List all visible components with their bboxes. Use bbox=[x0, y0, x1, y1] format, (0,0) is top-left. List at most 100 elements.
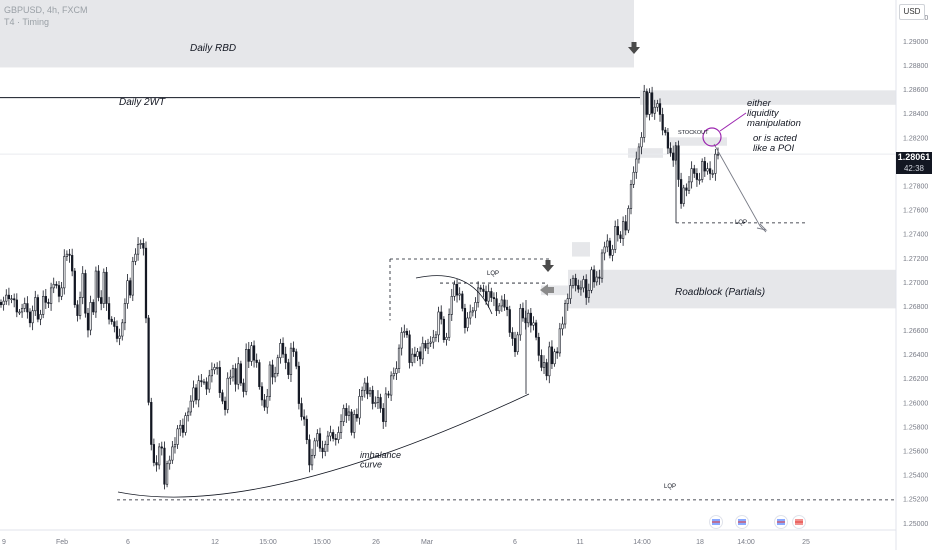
candle-body bbox=[614, 226, 617, 250]
candle-body bbox=[487, 291, 490, 302]
candle-body bbox=[353, 414, 356, 433]
chart-header: GBPUSD, 4h, FXCM T4 · Timing bbox=[4, 4, 88, 28]
zone-roadblock bbox=[568, 269, 896, 309]
candle-body bbox=[453, 283, 456, 297]
candle-body bbox=[690, 168, 693, 183]
label-roadblock: Roadblock (Partials) bbox=[675, 287, 765, 298]
candle-body bbox=[258, 362, 261, 387]
x-tick-label: 25 bbox=[802, 539, 810, 546]
candle-body bbox=[561, 323, 564, 330]
candle-body bbox=[666, 132, 670, 149]
candle-body bbox=[118, 335, 121, 339]
candle-body bbox=[579, 287, 583, 290]
candle-body bbox=[492, 297, 496, 300]
candle-body bbox=[152, 444, 156, 463]
candle-body bbox=[223, 400, 227, 410]
liquidity-pointer bbox=[719, 112, 747, 132]
label-either-liquidity-line: manipulation bbox=[747, 118, 801, 129]
candle-body bbox=[10, 298, 13, 301]
y-tick-label: 1.25800 bbox=[903, 424, 928, 431]
candle-body bbox=[374, 402, 377, 404]
candle-body bbox=[693, 168, 696, 174]
candle-body bbox=[100, 297, 103, 304]
candle-body bbox=[448, 314, 451, 338]
candle-body bbox=[437, 311, 440, 336]
current-price-tag: 1.28061 42:38 bbox=[896, 152, 932, 174]
candle-body bbox=[158, 446, 161, 466]
candle-body bbox=[553, 351, 556, 365]
candle-body bbox=[115, 326, 119, 339]
candle-body bbox=[442, 318, 445, 340]
candle-body bbox=[139, 243, 142, 245]
candle-body bbox=[318, 433, 322, 449]
x-tick-label: 26 bbox=[372, 539, 380, 546]
candle-body bbox=[297, 365, 300, 404]
y-tick-label: 1.26800 bbox=[903, 304, 928, 311]
y-tick-label: 1.28400 bbox=[903, 111, 928, 118]
candle-body bbox=[471, 310, 474, 313]
candle-body bbox=[289, 347, 293, 375]
candle-body bbox=[44, 296, 47, 303]
candle-body bbox=[577, 285, 580, 290]
candle-body bbox=[316, 433, 319, 442]
candle-body bbox=[474, 302, 477, 312]
candle-body bbox=[274, 373, 277, 378]
candle-body bbox=[550, 346, 554, 365]
candle-body bbox=[529, 312, 532, 326]
candle-body bbox=[347, 411, 351, 416]
x-axis[interactable]: 9 Feb 6 12 15:00 15:00 26 Mar 6 11 14:00 18 14:00 25 bbox=[2, 539, 810, 546]
candle-body bbox=[210, 369, 213, 377]
candle-body bbox=[368, 389, 372, 395]
candle-body bbox=[376, 397, 380, 403]
candle-body bbox=[592, 269, 596, 283]
x-tick-label: 12 bbox=[211, 539, 219, 546]
y-tick-label: 1.25200 bbox=[903, 497, 928, 504]
candle-body bbox=[28, 311, 32, 324]
candle-body bbox=[563, 303, 567, 325]
candle-body bbox=[627, 208, 630, 231]
y-tick-label: 1.25600 bbox=[903, 449, 928, 456]
currency-button[interactable]: USD bbox=[899, 4, 925, 20]
label-lqp-mid: LQP bbox=[735, 220, 747, 226]
candle-body bbox=[234, 368, 237, 385]
candle-body bbox=[247, 349, 250, 362]
candle-body bbox=[179, 424, 182, 430]
y-tick-label: 1.25000 bbox=[903, 521, 928, 528]
candle-body bbox=[511, 332, 514, 339]
candle-body bbox=[424, 342, 427, 349]
candle-body bbox=[703, 161, 706, 172]
candle-body bbox=[590, 269, 593, 291]
labels-layer: Daily RBD Daily 2WT STOCKOUT either liquidit… bbox=[119, 43, 801, 490]
candle-body bbox=[419, 351, 422, 360]
candle-body bbox=[144, 247, 148, 319]
candle-body bbox=[36, 297, 40, 320]
candle-body bbox=[65, 253, 69, 257]
candle-body bbox=[245, 349, 248, 392]
candle-body bbox=[55, 283, 58, 286]
candle-body bbox=[39, 314, 42, 320]
candles-layer bbox=[0, 84, 720, 490]
candle-body bbox=[252, 345, 256, 361]
candle-body bbox=[606, 240, 609, 248]
candle-body bbox=[342, 408, 345, 422]
candle-body bbox=[337, 432, 340, 440]
zone-left-box bbox=[628, 148, 663, 158]
event-flags[interactable] bbox=[709, 515, 806, 529]
candle-body bbox=[432, 336, 435, 343]
candle-body bbox=[455, 283, 459, 296]
symbol-label[interactable]: GBPUSD, 4h, FXCM bbox=[4, 5, 88, 15]
candle-body bbox=[519, 308, 522, 336]
y-tick-label: 1.26200 bbox=[903, 376, 928, 383]
candle-body bbox=[397, 347, 401, 369]
candle-body bbox=[242, 382, 245, 392]
candle-body bbox=[226, 377, 229, 410]
imbalance-curve bbox=[117, 393, 530, 498]
candle-body bbox=[260, 386, 264, 401]
zones-layer bbox=[0, 0, 896, 309]
candle-body bbox=[490, 291, 493, 298]
indicator-label[interactable]: T4 · Timing bbox=[4, 17, 50, 27]
candle-body bbox=[350, 411, 353, 433]
label-poi-line: like a POI bbox=[753, 143, 795, 154]
candle-body bbox=[187, 411, 190, 416]
